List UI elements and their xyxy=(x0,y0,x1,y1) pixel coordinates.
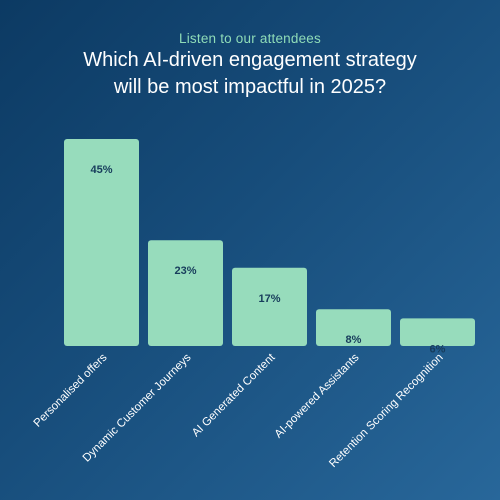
bar-2 xyxy=(148,240,223,346)
chart-title: Which AI-driven engagement strategy will… xyxy=(0,47,500,101)
chart-subtitle: Listen to our attendees xyxy=(179,31,321,46)
bar-value-label: 8% xyxy=(346,334,362,346)
bar-3 xyxy=(232,267,307,346)
bar-value-label: 17% xyxy=(258,293,280,305)
chart-title-line-2: will be most impactful in 2025? xyxy=(113,76,387,98)
bar-value-label: 23% xyxy=(174,265,196,277)
bar-1 xyxy=(64,139,139,346)
category-label: AI Generated Content xyxy=(190,351,278,439)
bar-value-label: 45% xyxy=(90,164,112,176)
bar-value-label: 6% xyxy=(430,343,446,355)
bar-5 xyxy=(400,318,475,346)
category-label: AI-powered Assistants xyxy=(273,351,362,440)
category-label: Personalised offers xyxy=(32,351,110,429)
bar-4 xyxy=(316,309,391,346)
chart-title-line-1: Which AI-driven engagement strategy xyxy=(83,49,417,71)
